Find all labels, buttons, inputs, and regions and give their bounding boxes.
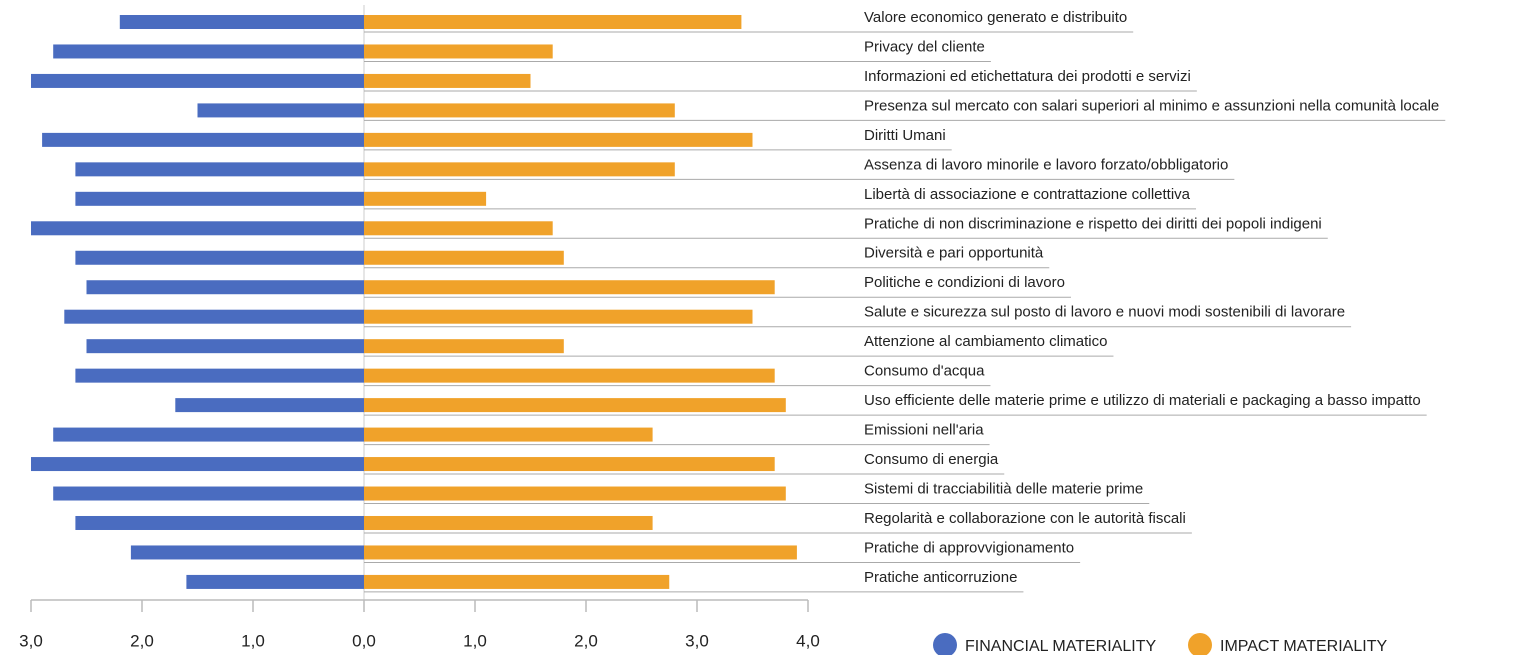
bar (119, 15, 364, 29)
category-label: Libertà di associazione e contrattazione… (864, 186, 1191, 203)
bar (364, 103, 675, 118)
bar (364, 398, 786, 413)
bar (75, 368, 365, 383)
bar (364, 368, 775, 383)
legend-swatch (933, 633, 957, 655)
category-label: Sistemi di tracciabilitià delle materie … (864, 480, 1143, 497)
bar (31, 457, 364, 472)
category-label: Emissioni nell'aria (864, 422, 984, 439)
bar (53, 44, 364, 59)
bar (364, 515, 653, 530)
bar (364, 457, 775, 472)
bar (86, 280, 364, 295)
bar (75, 515, 365, 530)
bar (31, 221, 364, 236)
bar (364, 339, 564, 354)
bar (64, 309, 365, 324)
bar (53, 486, 364, 501)
x-tick-label: 2,0 (574, 631, 598, 650)
category-label: Uso efficiente delle materie prime e uti… (864, 392, 1421, 409)
x-tick-label: 4,0 (796, 631, 820, 650)
x-tick-label: 1,0 (463, 631, 487, 650)
category-label: Pratiche di non discriminazione e rispet… (864, 215, 1322, 232)
category-label: Attenzione al cambiamento climatico (864, 333, 1107, 350)
bar (364, 73, 531, 88)
x-tick-label: 0,0 (352, 631, 376, 650)
bar (31, 73, 364, 88)
category-label: Valore economico generato e distribuito (864, 9, 1127, 26)
bar (364, 486, 786, 501)
bar (364, 250, 564, 265)
bar (197, 103, 364, 118)
bar (75, 162, 365, 177)
bar (175, 398, 364, 413)
bar (86, 339, 364, 354)
category-label: Salute e sicurezza sul posto di lavoro e… (864, 304, 1345, 321)
bar (75, 250, 365, 265)
legend-swatch (1188, 633, 1212, 655)
bar (53, 427, 364, 442)
legend-label: IMPACT MATERIALITY (1220, 638, 1387, 655)
bar (364, 132, 753, 147)
bar (364, 309, 753, 324)
category-label: Consumo d'acqua (864, 363, 985, 380)
bar (364, 221, 553, 236)
category-label: Consumo di energia (864, 451, 999, 468)
bar (186, 574, 364, 589)
category-label: Politiche e condizioni di lavoro (864, 274, 1065, 291)
category-label: Diritti Umani (864, 127, 946, 144)
bar (130, 545, 364, 560)
x-tick-label: 3,0 (19, 631, 43, 650)
bar (75, 191, 365, 206)
category-label: Presenza sul mercato con salari superior… (864, 97, 1439, 114)
bar (364, 191, 487, 206)
category-label: Pratiche di approvvigionamento (864, 539, 1074, 556)
category-label: Diversità e pari opportunità (864, 245, 1044, 262)
bar (364, 427, 653, 442)
category-label: Regolarità e collaborazione con le autor… (864, 510, 1186, 527)
bar (364, 44, 553, 59)
bar (364, 545, 797, 560)
bar (364, 574, 670, 589)
x-tick-label: 1,0 (241, 631, 265, 650)
bar (364, 280, 775, 295)
category-label: Pratiche anticorruzione (864, 569, 1017, 586)
x-tick-label: 2,0 (130, 631, 154, 650)
bar (364, 162, 675, 177)
x-tick-label: 3,0 (685, 631, 709, 650)
category-label: Privacy del cliente (864, 38, 985, 55)
bar (42, 132, 364, 147)
category-label: Informazioni ed etichettatura dei prodot… (864, 68, 1191, 85)
category-label: Assenza di lavoro minorile e lavoro forz… (864, 156, 1228, 173)
legend-label: FINANCIAL MATERIALITY (965, 638, 1156, 655)
bar (364, 15, 742, 29)
